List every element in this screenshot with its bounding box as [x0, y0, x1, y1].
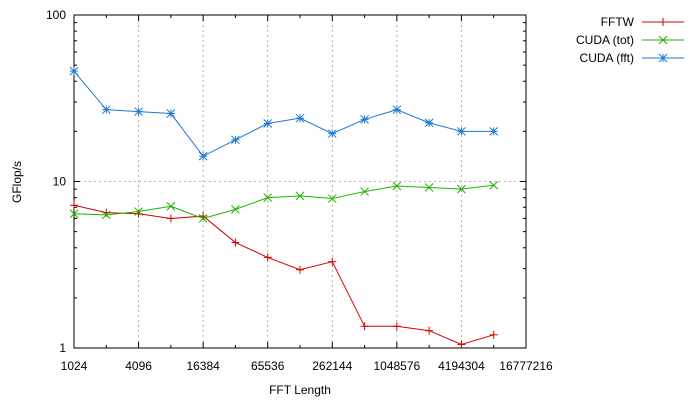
legend-item-fftw: FFTW: [601, 15, 684, 29]
grid-layer: [74, 15, 526, 348]
data-point-cuda-tot: [489, 180, 499, 190]
tick-layer: 1024 4096 16384 65536 262144 1048576 4194304 16…: [46, 8, 553, 373]
legend: FFTW CUDA (tot) CUDA (fft): [576, 15, 684, 65]
data-point-cuda-tot: [101, 210, 111, 220]
data-point-cuda-tot: [198, 214, 208, 223]
data-point-cuda-tot: [263, 193, 273, 202]
data-point-cuda-fft: [424, 118, 434, 128]
data-point-fftw: [263, 253, 272, 262]
data-point-cuda-fft: [231, 135, 240, 145]
x-tick-label: 16777216: [499, 359, 553, 373]
data-point-fftw: [392, 322, 401, 331]
data-point-fftw: [360, 322, 369, 331]
data-point-cuda-fft: [101, 105, 111, 115]
x-tick-label: 262144: [312, 359, 352, 373]
data-point-fftw: [70, 201, 78, 210]
series-layer: [69, 66, 499, 349]
x-tick-label: 4096: [125, 359, 152, 373]
data-point-cuda-tot: [166, 201, 176, 211]
data-point-cuda-tot: [424, 183, 434, 192]
data-point-cuda-fft: [360, 115, 369, 124]
data-point-cuda-tot: [392, 181, 402, 191]
series-fftw: [70, 201, 498, 349]
data-point-cuda-tot: [457, 184, 466, 194]
data-point-cuda-tot: [360, 187, 369, 196]
data-point-cuda-tot: [231, 205, 240, 214]
x-tick-label: 4194304: [438, 359, 485, 373]
legend-item-cuda-fft: CUDA (fft): [580, 51, 684, 65]
data-point-cuda-fft: [198, 151, 208, 161]
x-tick-label: 65536: [251, 359, 285, 373]
x-tick-label: 1024: [61, 359, 88, 373]
data-point-cuda-fft: [457, 127, 466, 136]
data-point-cuda-fft: [134, 107, 143, 116]
data-point-cuda-fft: [489, 127, 499, 136]
data-point-cuda-tot: [295, 191, 305, 201]
data-point-cuda-fft: [392, 105, 402, 115]
data-point-fftw: [296, 265, 304, 274]
data-point-cuda-fft: [263, 119, 273, 128]
data-point-fftw: [328, 257, 337, 266]
data-point-fftw: [166, 214, 175, 223]
legend-label: FFTW: [601, 15, 635, 29]
data-point-cuda-tot: [134, 207, 143, 216]
data-point-fftw: [457, 340, 466, 349]
series-cuda-tot: [69, 180, 499, 223]
x-tick-label: 16384: [186, 359, 220, 373]
data-point-fftw: [489, 330, 498, 339]
data-point-cuda-fft: [69, 66, 79, 76]
legend-label: CUDA (fft): [580, 51, 634, 65]
legend-marker: [658, 53, 668, 63]
legend-item-cuda-tot: CUDA (tot): [576, 33, 684, 47]
series-line-cuda-fft: [73, 70, 494, 157]
series-line-fftw: [73, 204, 494, 346]
data-point-fftw: [425, 326, 434, 335]
legend-marker: [659, 18, 667, 26]
x-axis-title: FFT Length: [269, 383, 331, 397]
y-tick-label: 10: [53, 175, 67, 189]
data-point-cuda-tot: [327, 194, 337, 203]
legend-marker: [658, 35, 668, 45]
y-tick-label: 100: [46, 8, 66, 22]
data-point-cuda-tot: [69, 209, 79, 219]
data-point-cuda-fft: [166, 109, 176, 118]
y-tick-label: 1: [59, 341, 66, 355]
data-point-cuda-fft: [295, 113, 305, 123]
y-axis-title: GFlop/s: [10, 161, 24, 203]
x-tick-label: 1048576: [373, 359, 420, 373]
data-point-fftw: [231, 238, 240, 247]
data-point-cuda-fft: [327, 129, 337, 138]
legend-label: CUDA (tot): [576, 33, 634, 47]
series-line-cuda-tot: [73, 184, 494, 219]
series-cuda-fft: [69, 66, 499, 161]
